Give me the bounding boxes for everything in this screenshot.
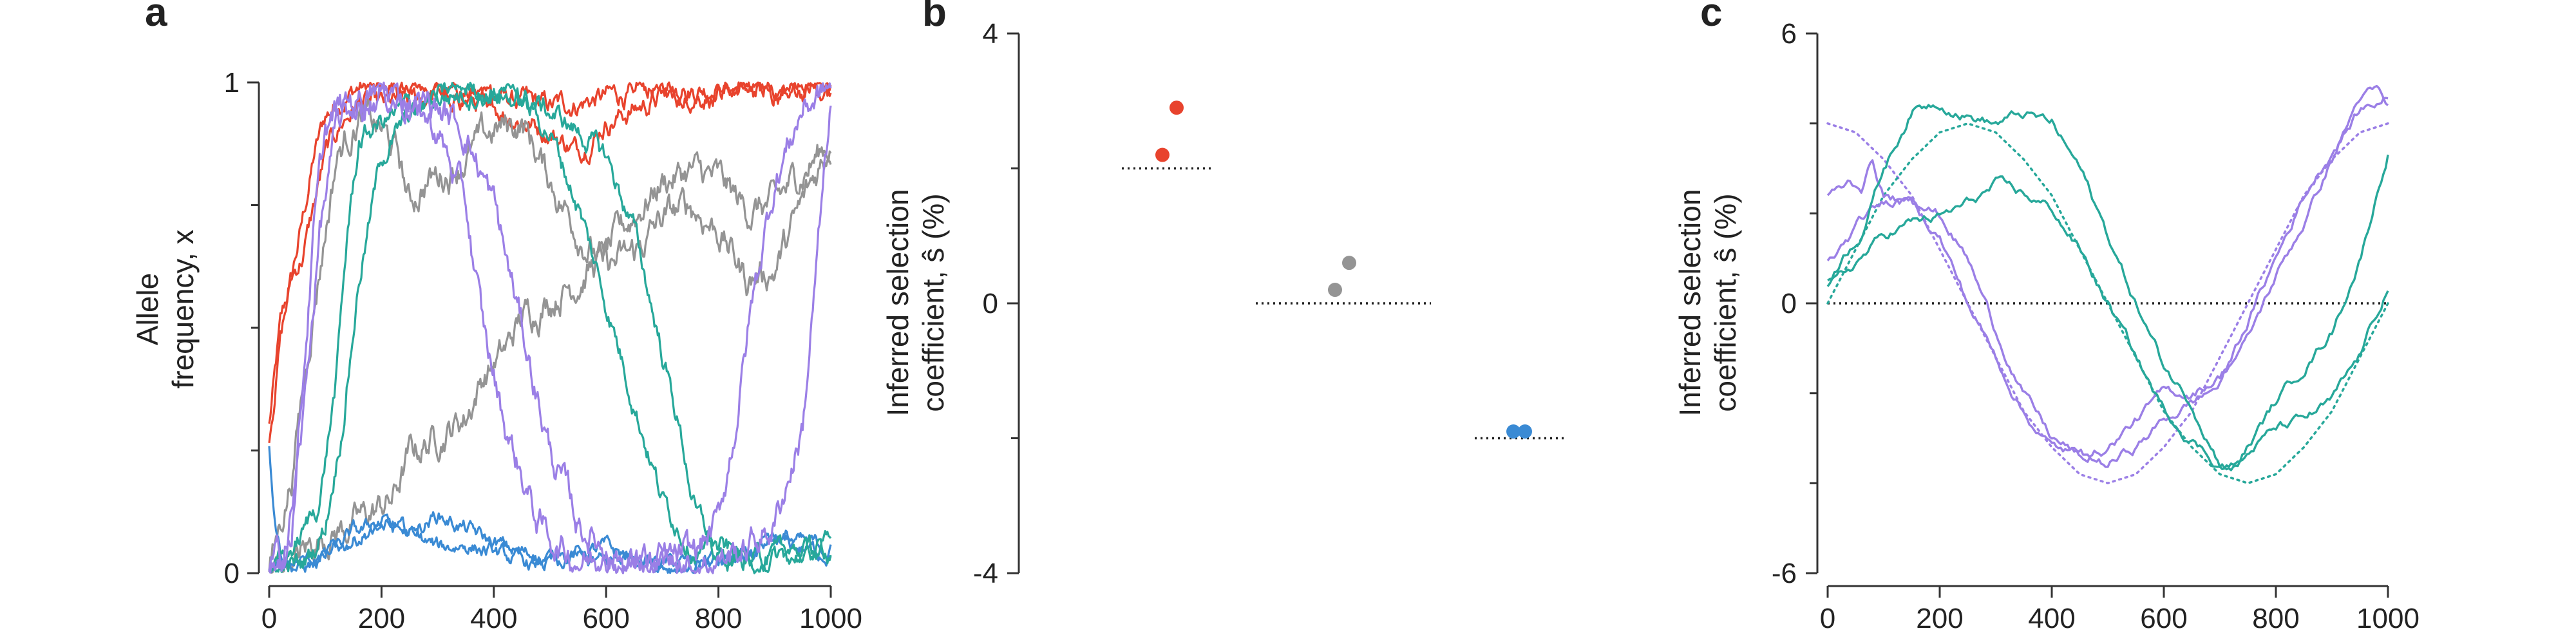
panel-c-ytick-label: 0 xyxy=(1781,288,1797,319)
panel-a-axes: 0 1 0 200 400 600 800 1000 xyxy=(224,67,862,634)
panel-c-lines xyxy=(1826,84,2389,485)
panel-b-ylabel-line1: Inferred selection xyxy=(881,189,914,417)
panel-a-xtick-label: 800 xyxy=(695,603,742,634)
panel-b-point-2-1 xyxy=(1328,283,1342,298)
panel-c-xtick-label: 1000 xyxy=(2356,603,2420,634)
panel-a-lines xyxy=(268,81,832,574)
panel-c-true-curve-1 xyxy=(1826,122,2389,485)
panel-c-xtick-label: 400 xyxy=(2028,603,2075,634)
panel-a-xtick-label: 0 xyxy=(261,603,277,634)
panel-c-xtick-label: 600 xyxy=(2140,603,2187,634)
panel-c-ylabel-line2: coefficient, ŝ (%) xyxy=(1709,193,1742,412)
panel-c-xtick-label: 200 xyxy=(1916,603,1963,634)
panel-a-ylabel-line1: Allele xyxy=(131,273,164,346)
panel-a-letter: a xyxy=(145,0,167,35)
panel-c-inferred-curve-2 xyxy=(1826,97,2389,468)
panel-a-trajectory-3 xyxy=(268,144,832,574)
panel-c-axes: -6 0 6 0 200 400 600 800 1000 xyxy=(1772,18,2420,634)
panel-b-point-2-2 xyxy=(1342,256,1356,270)
panel-a-trajectory-1 xyxy=(268,81,832,424)
panel-b-point-1-2 xyxy=(1170,100,1184,115)
panel-c-inferred-curve-3 xyxy=(1827,104,2389,471)
panel-a-xtick-label: 200 xyxy=(358,603,405,634)
panel-a-xtick-label: 400 xyxy=(470,603,517,634)
panel-a-trajectory-8 xyxy=(268,81,832,573)
panel-a-ylabel-line2: frequency, x xyxy=(166,229,200,388)
panel-c-ytick-label: -6 xyxy=(1772,558,1797,589)
panel-a-trajectory-9 xyxy=(268,85,832,574)
panel-a-ytick-label: 1 xyxy=(224,67,240,99)
panel-c: c Inferred selection coefficient, ŝ (%) … xyxy=(1673,0,2420,634)
panel-c-inferred-curve-1 xyxy=(1826,84,2389,463)
panel-a-xtick-label: 600 xyxy=(582,603,629,634)
panel-b-letter: b xyxy=(922,0,947,35)
panel-b-ylabel-line2: coefficient, ŝ (%) xyxy=(916,193,950,412)
panel-b-marks xyxy=(1122,100,1565,440)
panel-b-point-1-1 xyxy=(1155,147,1170,162)
panel-b: b Inferred selection coefficient, ŝ (%) … xyxy=(881,0,1565,589)
panel-b-axes: -4 0 4 xyxy=(973,18,1020,589)
panel-c-ytick-label: 6 xyxy=(1781,18,1797,50)
panel-b-point-3-1 xyxy=(1506,424,1520,439)
panel-a-xtick-label: 1000 xyxy=(799,603,862,634)
panel-b-ytick-label: 4 xyxy=(983,18,998,50)
panel-b-ytick-label: -4 xyxy=(973,558,998,589)
panel-c-xtick-label: 800 xyxy=(2252,603,2299,634)
panel-c-letter: c xyxy=(1700,0,1722,35)
panel-a: a Allele frequency, x 0 1 0 200 400 600 800 100… xyxy=(131,0,862,634)
panel-a-trajectory-10 xyxy=(268,81,832,574)
panel-c-xtick-label: 0 xyxy=(1820,603,1835,634)
panel-c-inferred-curve-4 xyxy=(1826,155,2389,470)
panel-b-ytick-label: 0 xyxy=(983,288,998,319)
panel-c-ylabel-line1: Inferred selection xyxy=(1673,189,1707,417)
panel-b-point-3-2 xyxy=(1518,424,1532,439)
panel-a-ytick-label: 0 xyxy=(224,558,240,589)
